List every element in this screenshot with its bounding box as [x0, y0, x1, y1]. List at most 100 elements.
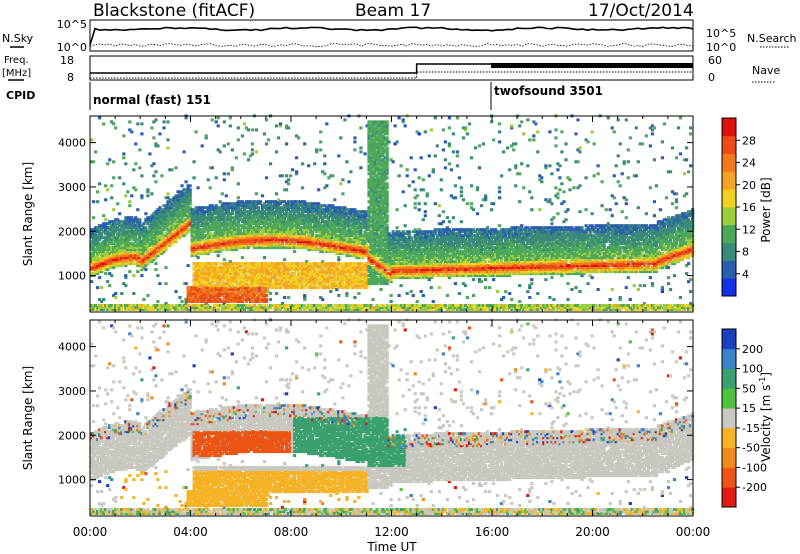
heatmap-cell	[114, 296, 117, 299]
heatmap-cell	[104, 184, 107, 187]
heatmap-cell	[134, 188, 137, 191]
heatmap-cell	[144, 226, 147, 229]
heatmap-cell	[185, 282, 188, 285]
heatmap-cell	[96, 200, 99, 203]
heatmap-cell	[207, 178, 210, 181]
heatmap-cell	[124, 194, 127, 197]
heatmap-cell	[329, 290, 332, 293]
heatmap-cell	[100, 286, 103, 289]
heatmap-cell	[193, 160, 196, 163]
heatmap-cell	[279, 122, 282, 125]
heatmap-cell	[325, 122, 328, 125]
cpid-label: CPID	[6, 89, 35, 102]
nsky-label: N.Sky	[2, 32, 34, 45]
heatmap-cell	[92, 160, 95, 163]
heatmap-cell	[140, 122, 143, 125]
heatmap-cell	[217, 254, 220, 257]
heatmap-cell	[333, 198, 336, 201]
heatmap-cell	[209, 186, 212, 189]
heatmap-cell	[347, 180, 350, 183]
heatmap-cell	[217, 116, 220, 119]
heatmap-cell	[166, 192, 169, 195]
heatmap-cell	[152, 174, 155, 177]
heatmap-cell	[104, 218, 107, 221]
heatmap-cell	[223, 258, 226, 261]
heatmap-cell	[229, 116, 232, 119]
heatmap-cell	[150, 192, 153, 195]
heatmap-cell	[303, 294, 306, 297]
heatmap-cell	[138, 148, 141, 151]
heatmap-cell	[134, 142, 137, 145]
heatmap-cell	[128, 270, 131, 273]
heatmap-cell	[241, 134, 244, 137]
heatmap-cell	[263, 132, 266, 135]
heatmap-cell	[215, 176, 218, 179]
heatmap-cell	[195, 130, 198, 133]
heatmap-cell	[183, 150, 186, 153]
heatmap-cell	[162, 120, 165, 123]
heatmap-cell	[154, 170, 157, 173]
heatmap-cell	[251, 142, 254, 145]
heatmap-cell	[110, 196, 113, 199]
heatmap-cell	[227, 142, 230, 145]
cpid-segment-1: normal (fast) 151	[93, 93, 211, 107]
heatmap-cell	[343, 118, 346, 121]
nsky-panel: 10^5 10^0 10^5 10^0 N.Sky N.Search	[2, 18, 797, 54]
heatmap-cell	[130, 194, 133, 197]
heatmap-cell	[114, 292, 117, 295]
heatmap-cell	[275, 150, 278, 153]
heatmap-cell	[112, 176, 115, 179]
heatmap-cell	[106, 188, 109, 191]
heatmap-cell	[136, 122, 139, 125]
heatmap-cell	[156, 300, 159, 303]
heatmap-cell	[102, 122, 105, 125]
heatmap-cell	[295, 170, 298, 173]
heatmap-cell	[118, 176, 121, 179]
heatmap-cell	[229, 124, 232, 127]
heatmap-cell	[337, 256, 340, 259]
heatmap-cell	[106, 280, 109, 283]
heatmap-cell	[124, 284, 127, 287]
heatmap-cell	[96, 286, 99, 289]
heatmap-cell	[162, 126, 165, 129]
heatmap-cell	[174, 166, 177, 169]
heatmap-cell	[197, 256, 200, 259]
heatmap-cell	[134, 162, 137, 165]
heatmap-cell	[345, 160, 348, 163]
freq-label-1: Freq.	[4, 55, 29, 66]
freq-panel: 18 8 60 0 Freq. [MHz] Nave	[2, 54, 780, 84]
freq-label-2: [MHz]	[2, 68, 31, 79]
heatmap-cell	[287, 296, 290, 299]
heatmap-cell	[118, 212, 121, 215]
heatmap-cell	[98, 182, 101, 185]
heatmap-cell	[108, 284, 111, 287]
heatmap-cell	[187, 264, 190, 267]
heatmap-cell	[293, 250, 296, 253]
heatmap-cell	[313, 162, 316, 165]
heatmap-cell	[353, 148, 356, 151]
heatmap-cell	[265, 176, 268, 179]
nsky-tick-top-left: 10^5	[57, 18, 87, 31]
heatmap-cell	[164, 266, 167, 269]
heatmap-cell	[275, 124, 278, 127]
heatmap-cell	[130, 130, 133, 133]
heatmap-cell	[221, 192, 224, 195]
heatmap-cell	[251, 148, 254, 151]
heatmap-cell	[154, 118, 157, 121]
heatmap-cell	[353, 140, 356, 143]
heatmap-cell	[283, 258, 286, 261]
cpid-row: CPID normal (fast) 151 twofsound 3501	[6, 82, 603, 110]
heatmap-cell	[315, 148, 318, 151]
heatmap-cell	[124, 274, 127, 277]
heatmap-cell	[154, 180, 157, 183]
heatmap-cell	[363, 152, 366, 155]
heatmap-cell	[112, 208, 115, 211]
heatmap-cell	[331, 174, 334, 177]
heatmap-cell	[263, 256, 266, 259]
heatmap-cell	[357, 292, 360, 295]
heatmap-cell	[255, 150, 258, 153]
heatmap-cell	[92, 200, 95, 203]
heatmap-cell	[189, 188, 192, 191]
heatmap-cell	[285, 188, 288, 191]
